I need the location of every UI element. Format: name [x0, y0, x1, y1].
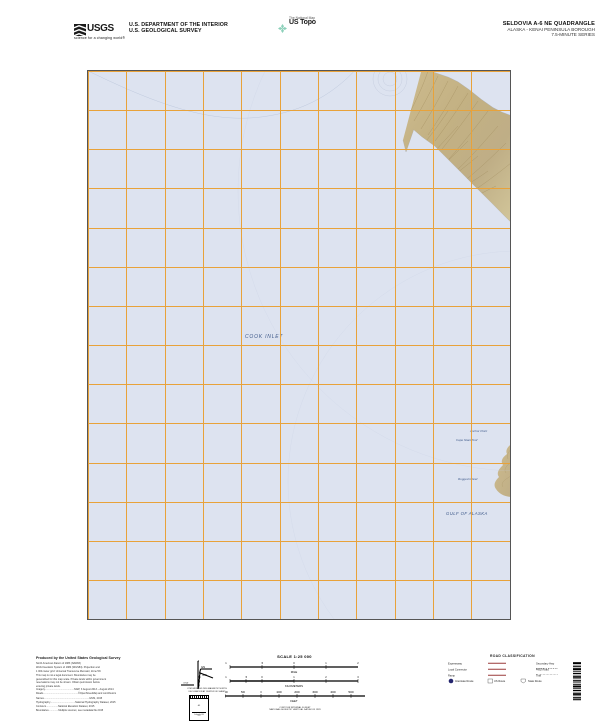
- svg-text:2: 2: [325, 675, 327, 679]
- svg-text:4WD Road: 4WD Road: [536, 667, 549, 671]
- svg-text:Local Connector: Local Connector: [448, 667, 467, 671]
- svg-text:.5: .5: [245, 675, 248, 679]
- svg-text:Expressway: Expressway: [448, 662, 463, 665]
- svg-text:2: 2: [357, 661, 359, 665]
- svg-text:3: 3: [357, 675, 359, 679]
- svg-text:0: 0: [261, 675, 263, 679]
- svg-text:0: 0: [260, 691, 262, 694]
- svg-text:Interstate Route: Interstate Route: [455, 679, 474, 683]
- svg-text:▲: ▲: [197, 660, 200, 663]
- svg-text:Ramp: Ramp: [448, 673, 455, 677]
- svg-text:State Route: State Route: [528, 679, 542, 683]
- svg-text:3000: 3000: [312, 691, 318, 694]
- svg-text:500: 500: [241, 691, 246, 694]
- svg-text:KILOMETERS: KILOMETERS: [285, 684, 303, 688]
- svg-text:1: 1: [225, 675, 227, 679]
- svg-text:2000: 2000: [294, 691, 300, 694]
- svg-text:4000: 4000: [330, 691, 336, 694]
- svg-text:1000: 1000: [225, 691, 228, 694]
- svg-text:Trail: Trail: [536, 673, 541, 677]
- svg-text:5000: 5000: [348, 691, 354, 694]
- svg-text:FEET: FEET: [290, 699, 297, 703]
- svg-text:.5: .5: [261, 661, 264, 665]
- svg-text:1000: 1000: [276, 691, 282, 694]
- svg-text:1: 1: [225, 661, 227, 665]
- svg-text:1: 1: [325, 661, 327, 665]
- svg-text:US Route: US Route: [494, 679, 506, 683]
- svg-text:0: 0: [293, 661, 295, 665]
- svg-text:MILE: MILE: [291, 670, 298, 674]
- svg-text:1: 1: [293, 675, 295, 679]
- svg-text:Secondary Hwy: Secondary Hwy: [536, 662, 555, 665]
- svg-text:GN: GN: [201, 665, 205, 669]
- svg-text:0°04': 0°04': [184, 682, 190, 684]
